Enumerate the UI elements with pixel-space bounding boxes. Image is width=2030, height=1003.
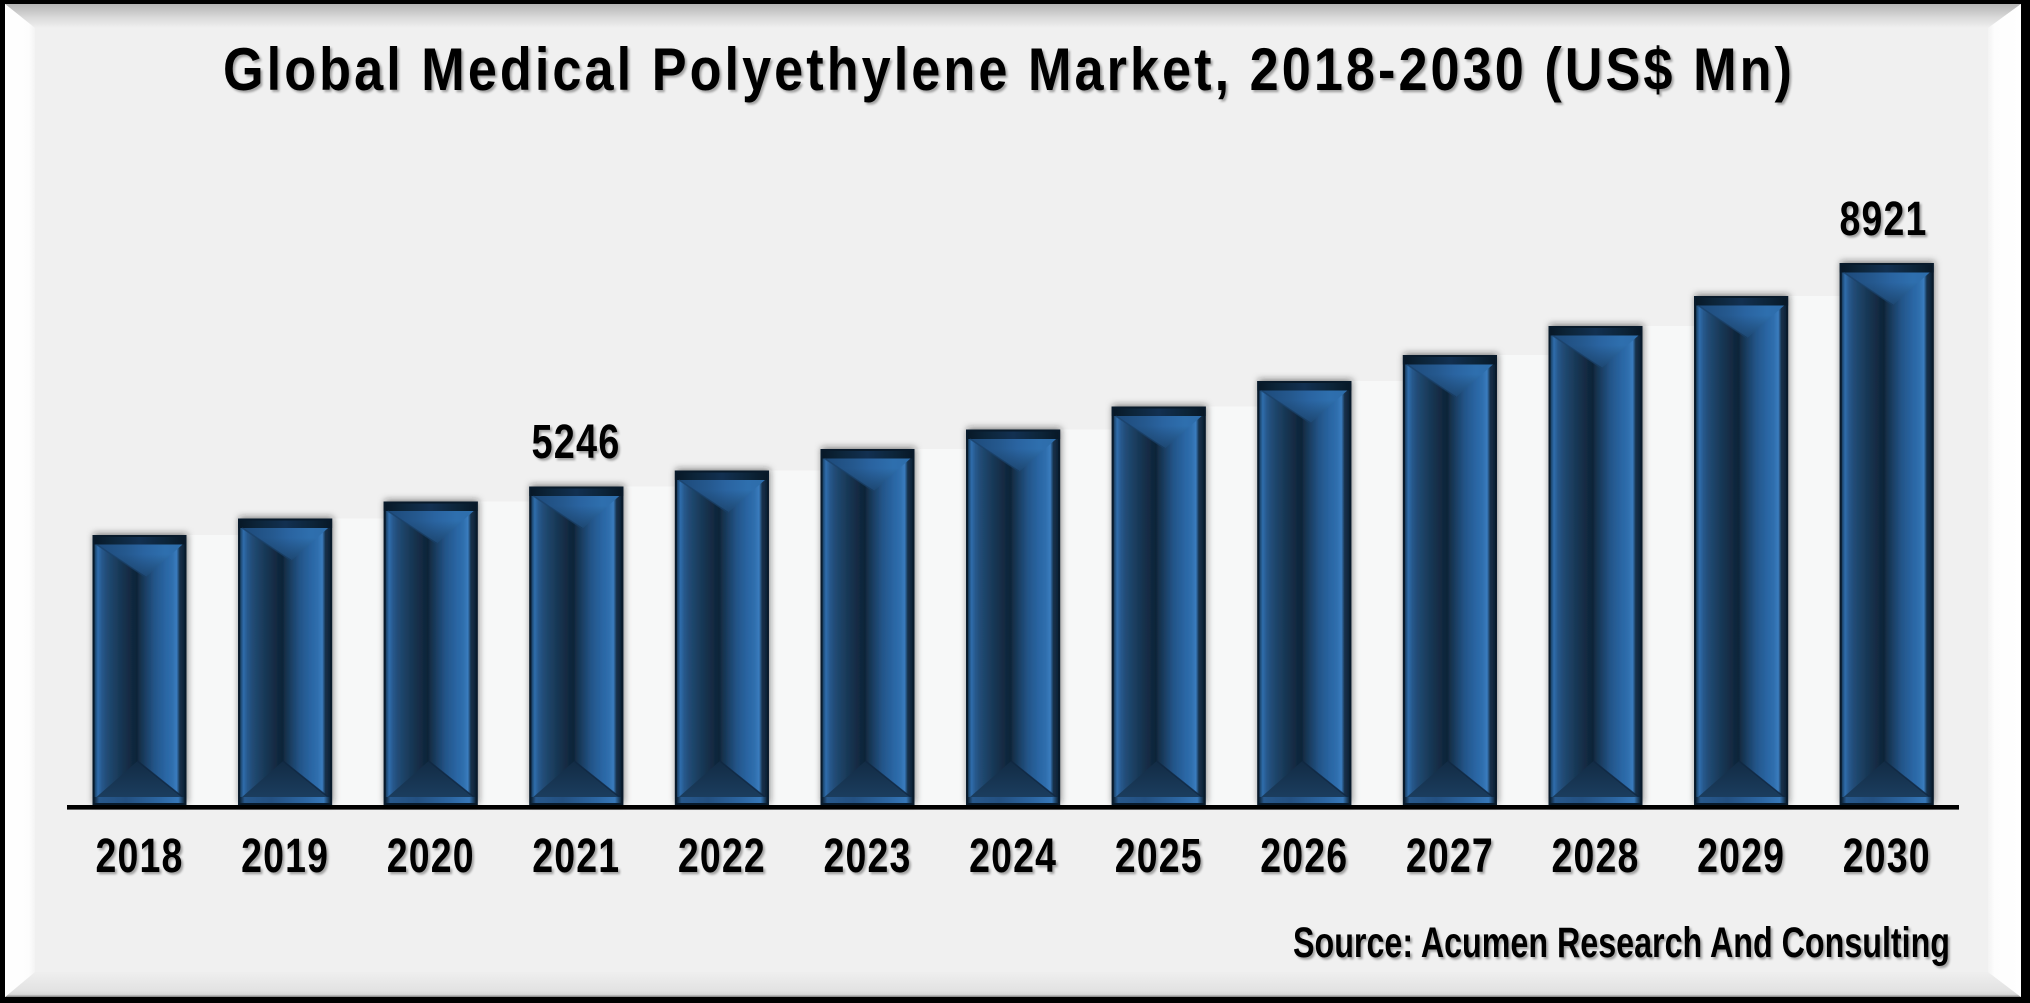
svg-text:8921: 8921 (1840, 193, 1928, 246)
svg-text:2027: 2027 (1406, 830, 1494, 883)
svg-text:2023: 2023 (824, 830, 912, 883)
svg-text:2018: 2018 (96, 830, 184, 883)
svg-text:2019: 2019 (241, 830, 329, 883)
svg-text:Source: Acumen Research And Co: Source: Acumen Research And Consulting (1293, 919, 1950, 967)
svg-text:2024: 2024 (969, 830, 1057, 883)
svg-text:2030: 2030 (1843, 830, 1931, 883)
svg-text:2025: 2025 (1115, 830, 1203, 883)
svg-text:2021: 2021 (532, 830, 620, 883)
svg-text:2020: 2020 (387, 830, 475, 883)
svg-text:5246: 5246 (532, 416, 621, 469)
svg-text:2022: 2022 (678, 830, 766, 883)
svg-text:2026: 2026 (1260, 830, 1348, 883)
svg-text:2028: 2028 (1552, 830, 1640, 883)
svg-text:2029: 2029 (1697, 830, 1785, 883)
svg-text:Global Medical Polyethylene Ma: Global Medical Polyethylene Market, 2018… (223, 36, 1795, 103)
